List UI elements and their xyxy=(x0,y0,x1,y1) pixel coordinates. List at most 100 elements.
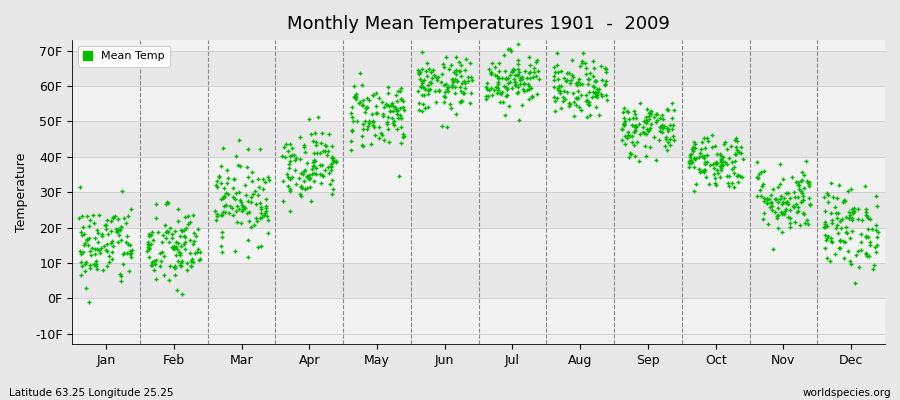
Point xyxy=(453,84,467,90)
Point xyxy=(346,82,361,89)
Point xyxy=(833,245,848,251)
Point xyxy=(99,221,113,228)
Point xyxy=(259,204,274,211)
Point xyxy=(436,63,451,70)
Point xyxy=(326,159,340,165)
Point xyxy=(183,218,197,225)
Point xyxy=(113,224,128,230)
Point xyxy=(841,230,855,236)
Point xyxy=(511,66,526,72)
Point xyxy=(735,156,750,162)
Point xyxy=(505,85,519,91)
Point xyxy=(287,167,302,174)
Point xyxy=(293,183,308,190)
Point xyxy=(215,234,230,240)
Point xyxy=(715,162,729,168)
Point xyxy=(185,241,200,247)
Y-axis label: Temperature: Temperature xyxy=(15,152,28,232)
Point xyxy=(233,162,248,169)
Point xyxy=(368,132,382,138)
Point xyxy=(698,160,712,167)
Point xyxy=(244,224,258,230)
Point xyxy=(665,114,680,121)
Point xyxy=(73,184,87,190)
Point xyxy=(859,234,873,240)
Point xyxy=(548,108,562,114)
Point xyxy=(642,127,656,133)
Point xyxy=(776,176,790,182)
Point xyxy=(681,164,696,170)
Point xyxy=(792,182,806,189)
Point xyxy=(430,74,445,80)
Point xyxy=(380,102,394,108)
Point xyxy=(176,227,190,234)
Point xyxy=(550,62,564,68)
Point xyxy=(863,239,878,245)
Point xyxy=(707,165,722,172)
Point xyxy=(629,114,643,121)
Point xyxy=(193,249,207,255)
Point xyxy=(94,245,108,251)
Point xyxy=(497,83,511,90)
Point xyxy=(112,232,126,238)
Point xyxy=(832,245,846,252)
Point xyxy=(493,91,508,97)
Point xyxy=(435,70,449,77)
Point xyxy=(293,170,308,176)
Point xyxy=(845,217,859,223)
Point xyxy=(104,249,119,255)
Point xyxy=(731,172,745,178)
Point xyxy=(837,255,851,262)
Point xyxy=(225,205,239,211)
Point xyxy=(687,139,701,145)
Point xyxy=(501,75,516,82)
Point xyxy=(365,118,380,125)
Point xyxy=(567,113,581,119)
Point xyxy=(92,246,106,253)
Point xyxy=(125,246,140,253)
Point xyxy=(314,180,328,186)
Point xyxy=(693,150,707,156)
Point xyxy=(853,231,868,238)
Point xyxy=(770,214,785,221)
Point xyxy=(222,203,237,209)
Point xyxy=(302,183,317,190)
Point xyxy=(448,71,463,77)
Point xyxy=(493,98,508,105)
Point xyxy=(414,83,428,90)
Point xyxy=(640,126,654,132)
Point xyxy=(513,75,527,81)
Point xyxy=(818,208,832,214)
Point xyxy=(436,82,451,88)
Point xyxy=(863,216,878,222)
Point xyxy=(697,168,711,175)
Point xyxy=(348,90,363,97)
Point xyxy=(82,222,96,229)
Point xyxy=(412,100,427,107)
Point xyxy=(280,171,294,177)
Point xyxy=(243,199,257,205)
Point xyxy=(160,229,175,236)
Point xyxy=(695,139,709,145)
Point xyxy=(632,158,646,164)
Point xyxy=(142,242,157,248)
Point xyxy=(548,69,562,76)
Point xyxy=(787,189,801,195)
Point xyxy=(492,68,507,74)
Point xyxy=(292,174,306,181)
Point xyxy=(840,214,854,220)
Point xyxy=(157,272,171,278)
Point xyxy=(226,185,240,191)
Point xyxy=(623,132,637,139)
Point xyxy=(374,132,389,138)
Point xyxy=(862,253,877,260)
Point xyxy=(510,72,525,78)
Point xyxy=(770,213,784,219)
Point xyxy=(73,248,87,254)
Point xyxy=(547,77,562,84)
Point xyxy=(715,158,729,164)
Point xyxy=(281,148,295,154)
Point xyxy=(75,213,89,219)
Point xyxy=(381,90,395,96)
Point xyxy=(548,98,562,104)
